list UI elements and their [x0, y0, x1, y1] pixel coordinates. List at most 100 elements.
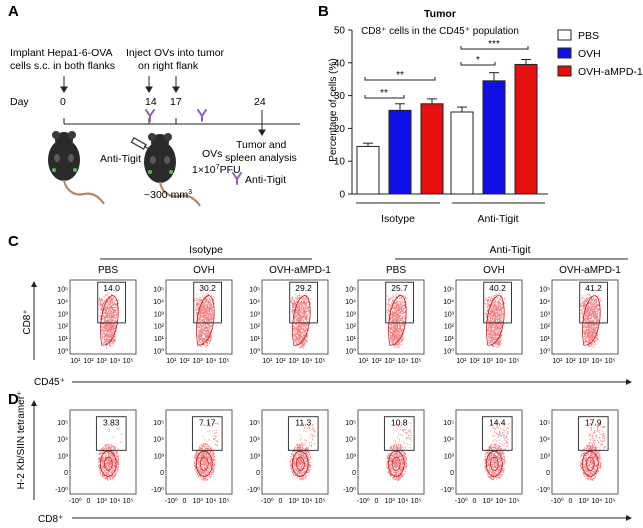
gate-box [193, 281, 222, 324]
x-tick-label: 0 [473, 498, 477, 505]
y-tick-label: 10³ [154, 311, 165, 318]
x-tick-label: 0 [375, 498, 379, 505]
analysis-text-2: spleen analysis [225, 152, 297, 164]
y-tick-label: 50 [334, 26, 346, 37]
x-tick-label: 10⁴ [495, 358, 506, 365]
x-tick-label: 10³ [289, 358, 300, 365]
x-tick-label: 10² [371, 358, 382, 365]
y-tick-label: -10⁰ [151, 486, 164, 494]
anti-tigit-icon-day14 [145, 109, 155, 122]
plot-frame [551, 409, 619, 495]
x-tick-label: 10⁵ [123, 498, 134, 505]
column-label-3: OVH-aMPD-1 [269, 265, 331, 276]
event-dots [193, 422, 219, 481]
y-tick-label: 10⁴ [443, 437, 454, 444]
plot-frame [357, 409, 425, 495]
legend-swatch-ovh-ampd1 [557, 65, 572, 77]
y-tick-label: 10² [346, 324, 357, 331]
x-tick-label: 10² [469, 358, 480, 365]
x-tick-label: 10⁴ [397, 358, 408, 365]
panel-b-letter: B [318, 3, 329, 20]
density-contour-inner [104, 456, 113, 471]
y-tick-label: 10⁵ [249, 287, 260, 294]
x-tick-label: 10⁵ [411, 358, 422, 365]
y-tick-label: 10³ [540, 311, 551, 318]
x-tick-label: 0 [279, 498, 283, 505]
flow-c-x-label: CD45⁺ [34, 377, 65, 388]
analysis-text-1: Tumor and [236, 139, 287, 151]
flow-d-x-label: CD8⁺ [38, 514, 63, 525]
legend-label-ovh-ampd1: OVH-aMPD-1 [578, 66, 643, 78]
gate-value: 14.4 [489, 418, 506, 428]
x-tick-label: 10² [179, 358, 190, 365]
x-tick-label: 10⁵ [315, 498, 326, 505]
y-tick-label: 10² [58, 324, 69, 331]
y-tick-label: 10¹ [58, 336, 69, 343]
chart-title: Tumor [424, 8, 456, 20]
x-tick-label: 10⁴ [109, 358, 120, 365]
implant-text-2: cells s.c. in both flanks [10, 60, 115, 72]
y-tick-label: 10³ [154, 453, 165, 460]
y-tick-label: 0 [256, 470, 260, 477]
panel-a-letter: A [8, 3, 19, 20]
y-tick-label: 10⁴ [345, 437, 356, 444]
y-tick-label: 10⁴ [539, 437, 550, 444]
y-tick-label: 10⁵ [443, 287, 454, 294]
x-tick-label: 10³ [385, 358, 396, 365]
gate-value: 14.0 [103, 283, 120, 293]
legend-label-ovh: OVH [578, 48, 601, 60]
y-tick-label: -10⁰ [537, 486, 550, 494]
x-tick-label: 10¹ [358, 358, 369, 365]
gate-value: 10.8 [391, 418, 408, 428]
y-tick-label: 10³ [250, 453, 261, 460]
event-dots [289, 423, 316, 481]
gate-value: 25.7 [391, 283, 408, 293]
density-contour [292, 450, 309, 477]
flow-c-y-label: CD8⁺ [22, 309, 33, 334]
y-tick-label: 20 [334, 124, 346, 135]
y-tick-label: 10⁵ [57, 287, 68, 294]
column-label-5: OVH [483, 265, 505, 276]
gate-value: 11.3 [295, 418, 311, 428]
flow-c-x-arrowhead [626, 379, 632, 385]
inject-text-2: on right flank [138, 60, 199, 72]
x-tick-label: 10⁴ [205, 358, 216, 365]
y-tick-label: 0 [339, 190, 345, 201]
y-tick-label: -10⁰ [55, 486, 68, 494]
x-tick-label: 0 [569, 498, 573, 505]
plot-frame [165, 409, 233, 495]
y-tick-label: -10⁰ [441, 486, 454, 494]
x-tick-label: 10¹ [70, 358, 81, 365]
y-tick-label: 10³ [444, 453, 455, 460]
y-tick-label: 10⁴ [539, 299, 550, 306]
y-tick-label: 10² [444, 324, 455, 331]
x-tick-label: 10⁴ [495, 498, 506, 505]
x-tick-label: 10⁴ [301, 498, 312, 505]
panel-c: C Isotype Anti-Tigit CD8⁺ CD45⁺ PBS 14.0 1… [8, 233, 632, 388]
density-contour [196, 295, 215, 346]
y-tick-label: 10⁵ [345, 420, 356, 427]
y-tick-label: 10⁴ [57, 437, 68, 444]
gate-box [191, 416, 223, 451]
y-tick-label: 0 [352, 470, 356, 477]
x-tick-label: 10⁵ [219, 498, 230, 505]
x-tick-label: 10⁵ [411, 498, 422, 505]
y-tick-label: 10³ [346, 453, 357, 460]
sig-isotype-pbs-ovh: ** [380, 88, 388, 99]
y-tick-label: 10³ [250, 311, 261, 318]
group-label-anti-tigit: Anti-Tigit [477, 213, 518, 225]
y-tick-label: 10⁴ [153, 437, 164, 444]
x-tick-label: 10⁴ [591, 498, 602, 505]
y-tick-label: 0 [450, 470, 454, 477]
y-tick-label: 10⁴ [57, 299, 68, 306]
column-label-1: PBS [98, 265, 118, 276]
gate-value: 3.83 [103, 418, 120, 428]
group-anti-tigit-title: Anti-Tigit [489, 244, 530, 256]
y-tick-label: 10¹ [540, 336, 551, 343]
